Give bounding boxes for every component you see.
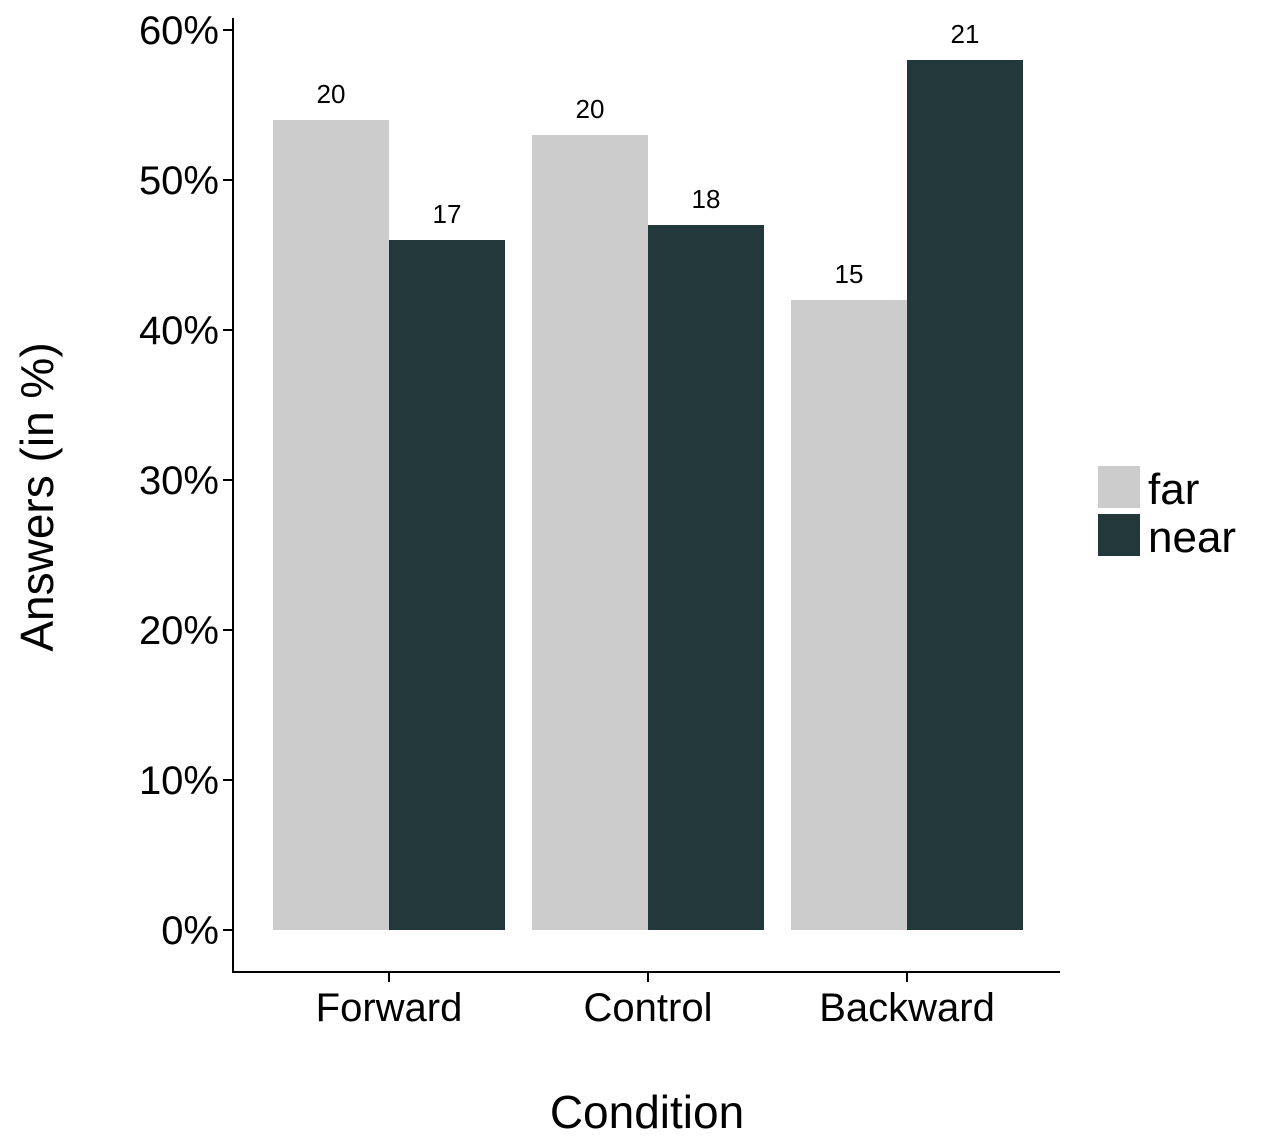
data-label-far-backward: 15 xyxy=(835,259,864,289)
data-label-near-control: 18 xyxy=(692,184,721,214)
data-label-near-forward: 17 xyxy=(433,199,462,229)
bar-near-control xyxy=(648,225,764,930)
data-label-far-control: 20 xyxy=(576,94,605,124)
x-tick-label-control: Control xyxy=(584,986,713,1030)
bar-near-forward xyxy=(389,240,505,930)
legend-label-far: far xyxy=(1148,465,1199,514)
bar-far-backward xyxy=(791,300,907,930)
x-axis-title: Condition xyxy=(550,1086,744,1135)
legend-swatch-near xyxy=(1098,514,1140,556)
x-tick-label-backward: Backward xyxy=(819,986,995,1030)
x-tick-label-forward: Forward xyxy=(316,986,463,1030)
y-tick-label: 20% xyxy=(139,609,219,653)
data-label-far-forward: 20 xyxy=(317,79,346,109)
x-ticks-layer: Forward Control Backward xyxy=(316,972,995,1030)
y-tick-label: 10% xyxy=(139,759,219,803)
legend-swatch-far xyxy=(1098,466,1140,508)
y-tick-label: 40% xyxy=(139,309,219,353)
bar-near-backward xyxy=(907,60,1023,930)
y-tick-label: 60% xyxy=(139,9,219,53)
bar-far-control xyxy=(532,135,648,930)
bar-far-forward xyxy=(273,120,389,930)
axes-layer xyxy=(232,18,1060,973)
data-labels-layer: 20 20 15 17 18 21 xyxy=(317,19,980,289)
y-ticks-layer: 0% 10% 20% 30% 40% 50% 60% xyxy=(139,9,233,953)
y-tick-label: 30% xyxy=(139,459,219,503)
y-tick-label: 0% xyxy=(161,909,219,953)
y-axis-title: Answers (in %) xyxy=(11,342,63,651)
legend-label-near: near xyxy=(1148,513,1236,562)
y-tick-label: 50% xyxy=(139,159,219,203)
bars-layer xyxy=(273,60,1023,930)
data-label-near-backward: 21 xyxy=(951,19,980,49)
